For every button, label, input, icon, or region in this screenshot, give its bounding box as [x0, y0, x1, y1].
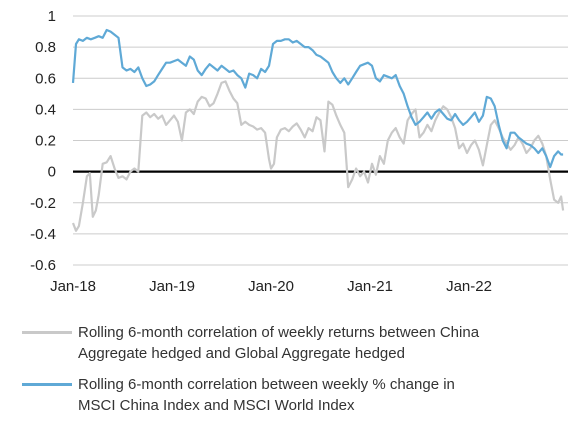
- y-tick-label: 0: [48, 164, 56, 181]
- chart-plot: 10.80.60.40.20-0.2-0.4-0.6 Jan-18 Jan-19 J…: [30, 8, 568, 295]
- gridlines: [73, 15, 568, 266]
- y-tick-label: -0.4: [30, 226, 56, 243]
- y-tick-label: 0.4: [35, 101, 56, 118]
- legend-label-line: Aggregate hedged and Global Aggregate he…: [78, 345, 405, 362]
- x-tick-label: Jan-20: [248, 278, 294, 295]
- legend-label-line: MSCI China Index and MSCI World Index: [78, 397, 355, 414]
- legend-item-equity-correlation: Rolling 6-month correlation between week…: [22, 374, 578, 418]
- series-line-equity: [71, 28, 564, 169]
- y-tick-label: -0.2: [30, 195, 56, 212]
- y-axis-tick-labels: 1 0.8 0.6 0.4 0.2 0 -0.2 -0.4 -0.6: [30, 8, 56, 274]
- line-chart: 1 0.8 0.6 0.4 0.2 0 -0.2 -0.4 -0.6 Jan-18 Jan-19 J…: [30, 8, 568, 295]
- x-tick-label: Jan-18: [50, 278, 96, 295]
- series-line-bond: [71, 80, 565, 232]
- x-tick-label: Jan-22: [446, 278, 492, 295]
- x-tick-label: Jan-21: [347, 278, 393, 295]
- legend-label-equity-correlation: Rolling 6-month correlation between week…: [78, 374, 578, 416]
- legend-swatch-equity-correlation: [22, 383, 72, 386]
- legend-item-bond-correlation: Rolling 6-month correlation of weekly re…: [22, 322, 578, 366]
- y-tick-label: 1: [48, 8, 56, 25]
- x-axis-tick-labels: Jan-18 Jan-19 Jan-20 Jan-21 Jan-22: [50, 278, 492, 295]
- series-lines: [71, 28, 565, 232]
- x-tick-label: Jan-19: [149, 278, 195, 295]
- legend-label-bond-correlation: Rolling 6-month correlation of weekly re…: [78, 322, 578, 364]
- y-tick-label: -0.6: [30, 257, 56, 274]
- legend-label-line: Rolling 6-month correlation of weekly re…: [78, 324, 480, 341]
- y-tick-label: 0.2: [35, 133, 56, 150]
- y-tick-label: 0.6: [35, 70, 56, 87]
- legend-label-line: Rolling 6-month correlation between week…: [78, 376, 455, 393]
- legend-swatch-bond-correlation: [22, 331, 72, 334]
- y-tick-label: 0.8: [35, 39, 56, 56]
